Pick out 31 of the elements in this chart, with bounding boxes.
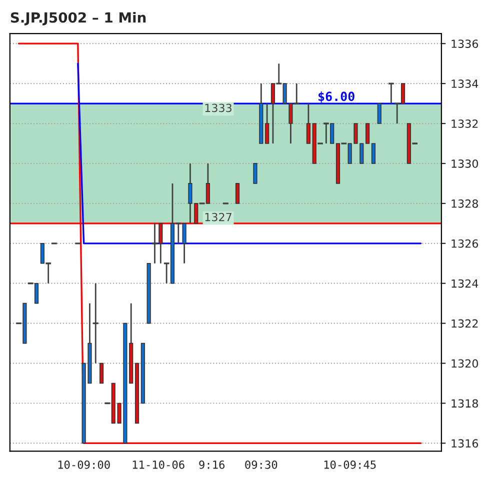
- annotation: 1327: [205, 212, 232, 222]
- y-tick-label: 1322: [452, 319, 478, 328]
- candlestick: [265, 102, 270, 144]
- y-tick-label: 1332: [452, 119, 478, 128]
- band-label: $6.00: [318, 91, 354, 103]
- candlestick: [306, 102, 310, 144]
- x-tick-label: 11-10-06 9:16: [132, 460, 224, 469]
- y-tick-label: 1330: [452, 159, 478, 168]
- candlestick: [253, 163, 258, 184]
- annotation: 1333: [205, 104, 232, 112]
- candlestick: [377, 103, 382, 124]
- y-tick-label: 1318: [452, 399, 478, 408]
- candlestick: [330, 123, 334, 144]
- candlestick: [235, 183, 240, 204]
- y-tick-label: 1320: [452, 359, 478, 368]
- candlestick: [100, 362, 104, 384]
- candlestick: [34, 282, 39, 304]
- y-tick-label: 1328: [452, 199, 478, 208]
- x-tick-label: 10-09:00: [58, 460, 110, 469]
- candlestick: [371, 143, 376, 164]
- y-tick-label: 1324: [452, 279, 478, 288]
- candlestick: [40, 242, 44, 264]
- x-tick-label: 09:30: [245, 460, 278, 469]
- chart-title: S.JP.J5002 – 1 Min: [10, 12, 146, 26]
- candlestick: [366, 123, 370, 144]
- y-tick-label: 1316: [452, 439, 478, 448]
- y-tick-label: 1336: [452, 40, 478, 48]
- y-tick-label: 1334: [452, 80, 478, 88]
- candlestick: [400, 83, 406, 104]
- y-tick-label: 1326: [452, 239, 478, 248]
- x-tick-label: 10-09:45: [324, 460, 376, 469]
